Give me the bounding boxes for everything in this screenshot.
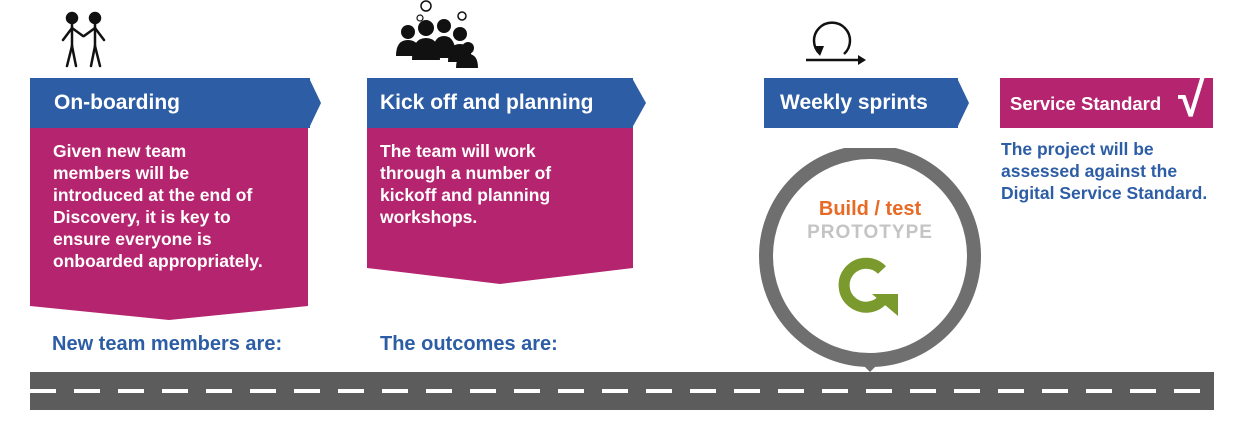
- stage2-description-line: kickoff and planning: [380, 185, 551, 205]
- stage1-body-shape: [30, 126, 308, 320]
- stage3-title: Weekly sprints: [780, 91, 928, 114]
- service-standard-line: The project will be: [1001, 139, 1154, 159]
- stage1-title-banner: On-boarding: [30, 78, 310, 128]
- stage1-description-line: members will be: [53, 163, 190, 183]
- service-standard-line: assessed against the: [1001, 161, 1178, 181]
- stage2-description-line: workshops.: [380, 207, 478, 227]
- wheel-prototype: PROTOTYPE: [807, 222, 933, 243]
- stage3-title-banner: Weekly sprints: [764, 78, 958, 128]
- stage2-description-line: The team will work: [380, 141, 536, 161]
- stage1-footer: New team members are:: [52, 333, 283, 355]
- stage1-description-line: onboarded appropriately.: [53, 251, 263, 271]
- stage2-description: The team will work through a number of k…: [380, 140, 551, 228]
- service-standard-title: Service Standard: [1010, 93, 1162, 114]
- sprint-wheel: [759, 148, 981, 372]
- stage1-description-line: Given new team: [53, 141, 187, 161]
- crowd-thought-icon: [396, 0, 478, 68]
- stage1-description: Given new team members will be introduce…: [53, 140, 263, 272]
- stage2-body-shape: [367, 126, 633, 284]
- stage1-arrow-tip: [309, 78, 321, 128]
- stage2-title-banner: Kick off and planning: [367, 78, 633, 128]
- cycle-arrow-icon: [806, 21, 866, 65]
- stage1-description-line: Discovery, it is key to: [53, 207, 231, 227]
- stage1-title: On-boarding: [54, 91, 180, 114]
- two-people-icon: [61, 11, 106, 68]
- wheel-build-test: Build / test: [818, 198, 922, 220]
- service-standard-banner: [1000, 78, 1213, 128]
- refresh-arrow-icon: [838, 257, 898, 316]
- stage1-description-line: introduced at the end of: [53, 185, 253, 205]
- stage2-title: Kick off and planning: [380, 91, 594, 114]
- stage2-description-line: through a number of: [380, 163, 552, 183]
- stage1-description-line: ensure everyone is: [53, 229, 212, 249]
- stage3-arrow-tip: [957, 78, 969, 128]
- stage2-footer: The outcomes are:: [380, 333, 558, 355]
- stage2-arrow-tip: [632, 78, 646, 128]
- service-standard-line: Digital Service Standard.: [1001, 183, 1208, 203]
- check-mark-icon: √: [1178, 74, 1205, 127]
- service-standard-description: The project will be assessed against the…: [1001, 138, 1207, 204]
- road-center-line: [30, 389, 1214, 393]
